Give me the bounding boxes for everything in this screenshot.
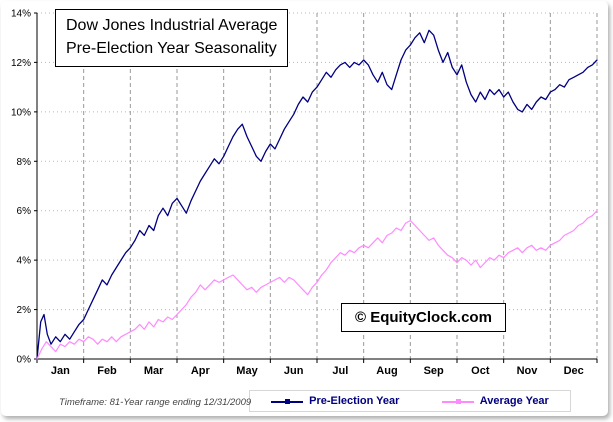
- x-tick-label: Jul: [332, 365, 348, 377]
- legend-label-average-year: Average Year: [479, 395, 549, 407]
- series-average-year: [36, 210, 598, 360]
- x-tick-label: Mar: [144, 365, 164, 377]
- y-tick-label: 2%: [17, 305, 32, 316]
- series-pre-election-year: [36, 29, 598, 360]
- x-tick-label: Apr: [191, 365, 211, 377]
- timeframe-note: Timeframe: 81-Year range ending 12/31/20…: [59, 397, 252, 408]
- y-tick-label: 6%: [17, 206, 32, 217]
- chart-title-line-1: Dow Jones Industrial Average: [66, 17, 278, 34]
- x-tick-label: Nov: [517, 365, 539, 377]
- legend-item-average-year: Average Year: [441, 395, 549, 407]
- average-year-line-swatch-icon: [441, 397, 474, 406]
- axes: 0% 2% 4% 6% 8% 10% 12% 14% Jan Feb Mar Apr May Jun Jul…: [11, 9, 598, 377]
- x-tick-label: Aug: [376, 365, 397, 377]
- chart-canvas: 0% 2% 4% 6% 8% 10% 12% 14% Jan Feb Mar Apr May Jun Jul…: [11, 9, 598, 377]
- x-tick-label: Feb: [97, 365, 117, 377]
- x-tick-label: Jan: [51, 365, 70, 377]
- x-tick-label: Sep: [424, 365, 444, 377]
- chart-frame: 0% 2% 4% 6% 8% 10% 12% 14% Jan Feb Mar Apr May Jun Jul…: [1, 1, 608, 416]
- y-tick-label: 12%: [11, 58, 31, 69]
- chart-title-line-2: Pre-Election Year Seasonality: [66, 40, 277, 58]
- chart-title: Dow Jones Industrial Average Pre-Electio…: [55, 9, 289, 68]
- y-tick-label: 8%: [17, 157, 32, 168]
- legend: Pre-Election Year Average Year: [249, 390, 571, 412]
- watermark: © EquityClock.com: [341, 303, 506, 332]
- x-tick-label: May: [236, 365, 258, 377]
- x-tick-label: Dec: [564, 365, 584, 377]
- y-tick-label: 10%: [11, 107, 31, 118]
- y-tick-label: 4%: [17, 256, 32, 267]
- x-tick-label: Jun: [284, 365, 304, 377]
- watermark-text: © EquityClock.com: [355, 309, 492, 326]
- pre-election-line-swatch-icon: [271, 397, 304, 406]
- y-tick-label: 0%: [17, 355, 32, 366]
- legend-label-pre-election-year: Pre-Election Year: [309, 395, 400, 407]
- x-tick-label: Oct: [471, 365, 490, 377]
- y-tick-label: 14%: [11, 9, 31, 20]
- legend-item-pre-election-year: Pre-Election Year: [271, 395, 399, 407]
- gridlines: [37, 12, 598, 359]
